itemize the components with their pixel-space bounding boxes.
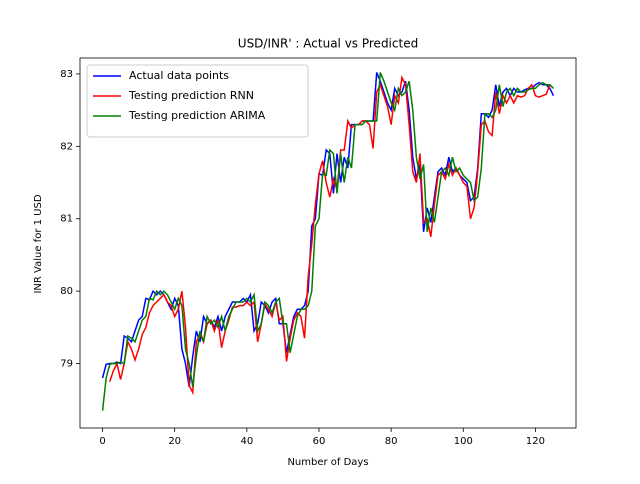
plot-frame [79, 57, 577, 429]
y-tick-label: 81 [60, 214, 73, 225]
legend-label: Testing prediction RNN [128, 89, 254, 102]
y-axis-label: INR Value for 1 USD [33, 194, 44, 293]
x-tick-label: 20 [168, 436, 181, 447]
series-line [109, 75, 551, 396]
x-tick-label: 40 [240, 436, 253, 447]
series-line [101, 72, 554, 411]
legend-box [86, 64, 309, 138]
y-tick-label: 83 [60, 69, 73, 80]
x-tick-label: 0 [99, 436, 105, 447]
chart-title: USD/INR' : Actual vs Predicted [238, 37, 418, 51]
legend-label: Testing prediction ARIMA [128, 109, 266, 122]
x-tick-label: 60 [313, 436, 326, 447]
x-axis-label: Number of Days [287, 457, 368, 468]
y-tick-label: 80 [60, 286, 73, 297]
y-tick-label: 82 [60, 141, 73, 152]
y-tick-label: 79 [60, 359, 73, 370]
legend-label: Actual data points [129, 69, 229, 82]
x-tick-label: 80 [385, 436, 398, 447]
x-tick-label: 100 [454, 436, 473, 447]
x-tick-label: 120 [526, 436, 545, 447]
